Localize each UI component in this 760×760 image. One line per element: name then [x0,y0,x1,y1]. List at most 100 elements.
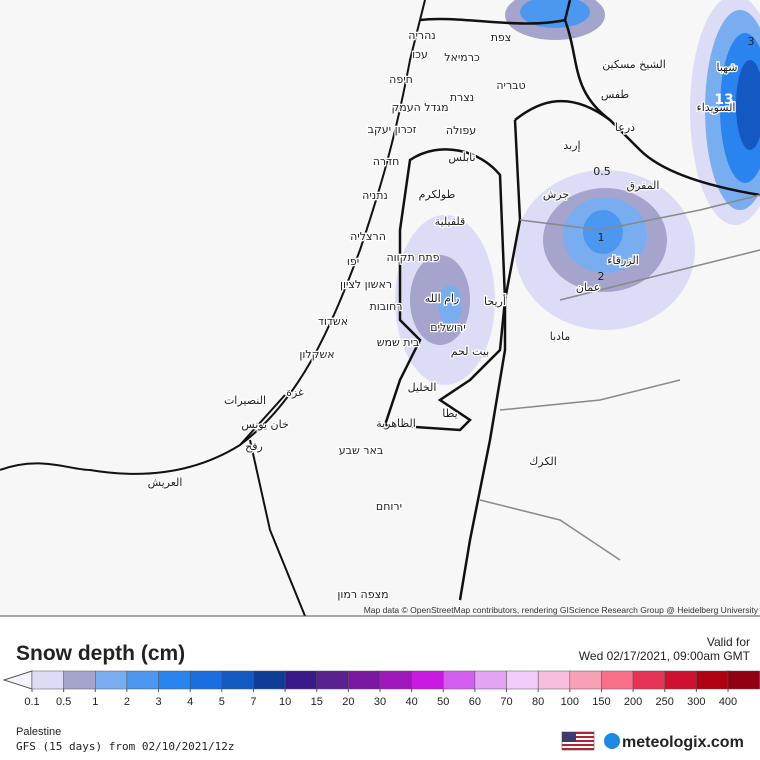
place-label: خان يونس [241,418,289,431]
colorbar-tick-label: 70 [500,696,512,708]
place-label: זכרון יעקב [368,123,417,136]
colorbar-segment [253,670,286,690]
colorbar-tick-label: 15 [311,696,323,708]
valid-time: Wed 02/17/2021, 09:00am GMT [579,649,751,663]
place-label: قلقيلية [435,215,466,228]
colorbar-segment [411,670,444,690]
place-label: العريش [148,476,183,489]
colorbar-tick-label: 0.5 [56,696,71,708]
place-label: מגדל העמק [391,101,448,114]
place-label: ירוחם [376,500,402,513]
colorbar-tick-label: 250 [656,696,674,708]
colorbar-tick-label: 7 [250,696,256,708]
place-label: الظاهرية [376,417,416,430]
place-label: צפת [491,31,512,44]
brand-logo [604,733,620,749]
place-label: طفس [601,88,630,101]
place-label: פתח תקווה [387,251,440,264]
borders [0,0,760,617]
place-label: الزرقاء [607,254,639,267]
place-label: الشيخ مسكين [602,58,666,71]
place-label: النصيرات [224,394,266,407]
place-label: الخليل [408,381,437,394]
place-label: يطا [442,407,457,420]
contour-label: 0.5 [593,165,611,178]
place-label: بيت لحم [451,345,489,358]
colorbar-segment [63,670,96,690]
place-label: ירושלים [430,321,465,334]
colorbar-tick-label: 80 [532,696,544,708]
contour-label: 2 [598,270,605,283]
place-label: رام الله [425,292,460,305]
colorbar-segment [95,670,128,690]
colorbar-tick-label: 4 [187,696,193,708]
colorbar-tick-label: 100 [561,696,579,708]
colorbar-tick-label: 40 [406,696,418,708]
colorbar-tick-label: 20 [342,696,354,708]
snow-areas [395,0,760,385]
place-label: באר שבע [339,444,383,457]
legend-title: Snow depth (cm) [16,642,185,665]
colorbar-segment [348,670,381,690]
place-label: درعا [615,121,635,134]
place-label: إربد [563,139,580,152]
colorbar-tick-label: 60 [469,696,481,708]
flag [561,731,595,751]
contour-label: 13 [714,92,733,108]
colorbar-tick-label: 50 [437,696,449,708]
contour-label: 1 [598,231,605,244]
place-label: شهبا [717,61,738,74]
colorbar-tick-label: 10 [279,696,291,708]
place-label: נצרת [450,91,474,104]
place-label: רחובות [370,300,403,313]
colorbar-segment [284,670,317,690]
place-label: חדרה [373,155,400,168]
colorbar-segment [632,670,665,690]
brand[interactable]: meteologix.com [622,734,744,751]
attribution-bg [336,604,760,616]
colorbar-segment [31,670,64,690]
colorbar-tick-label: 5 [219,696,225,708]
colorbar-segment [474,670,507,690]
colorbar-segment [537,670,571,690]
region: Palestine [16,726,61,738]
place-label: טבריה [496,79,525,92]
colorbar-segment [569,670,602,690]
colorbar-tick-label: 150 [592,696,610,708]
place-label: عمان [576,281,600,294]
place-label: رفح [245,440,263,453]
place-label: נתניה [362,189,388,202]
colorbar-segment [443,670,476,690]
place-label: נהריה [408,29,435,42]
colorbar-tick-label: 300 [687,696,705,708]
contour-labels: 0.5 1 2 3 13 [593,35,754,283]
place-label: מצפה רמון [337,588,388,601]
place-label: אשדוד [318,315,348,328]
colorbar-segment [316,670,349,690]
place-label: ראשון לציון [340,278,392,291]
colorbar-segment [221,670,254,690]
colorbar-segment [189,670,223,690]
colorbar-segment [601,670,634,690]
colorbar-tick-label: 200 [624,696,642,708]
place-label: חיפה [389,73,413,86]
place-label: السويداء [697,101,736,114]
colorbar-under [2,670,33,690]
colorbar-segment [379,670,412,690]
colorbar-segment [664,670,697,690]
model-run: GFS (15 days) from 02/10/2021/12z [16,740,235,753]
place-label: עכו [412,48,428,61]
colorbar-tick-label: 400 [719,696,737,708]
colorbar-segment [126,670,159,690]
contour-label: 3 [748,35,755,48]
place-label: مادبا [550,330,571,343]
place-label: طولكرم [419,188,456,201]
place-label: أريحا [484,294,506,308]
colorbar-tick-label: 3 [155,696,161,708]
place-label: نابلس [448,151,475,164]
place-label: הרצליה [350,230,386,243]
attribution: Map data © OpenStreetMap contributors, r… [364,605,759,615]
colorbar-segment [506,670,539,690]
place-label: جرش [543,188,569,201]
